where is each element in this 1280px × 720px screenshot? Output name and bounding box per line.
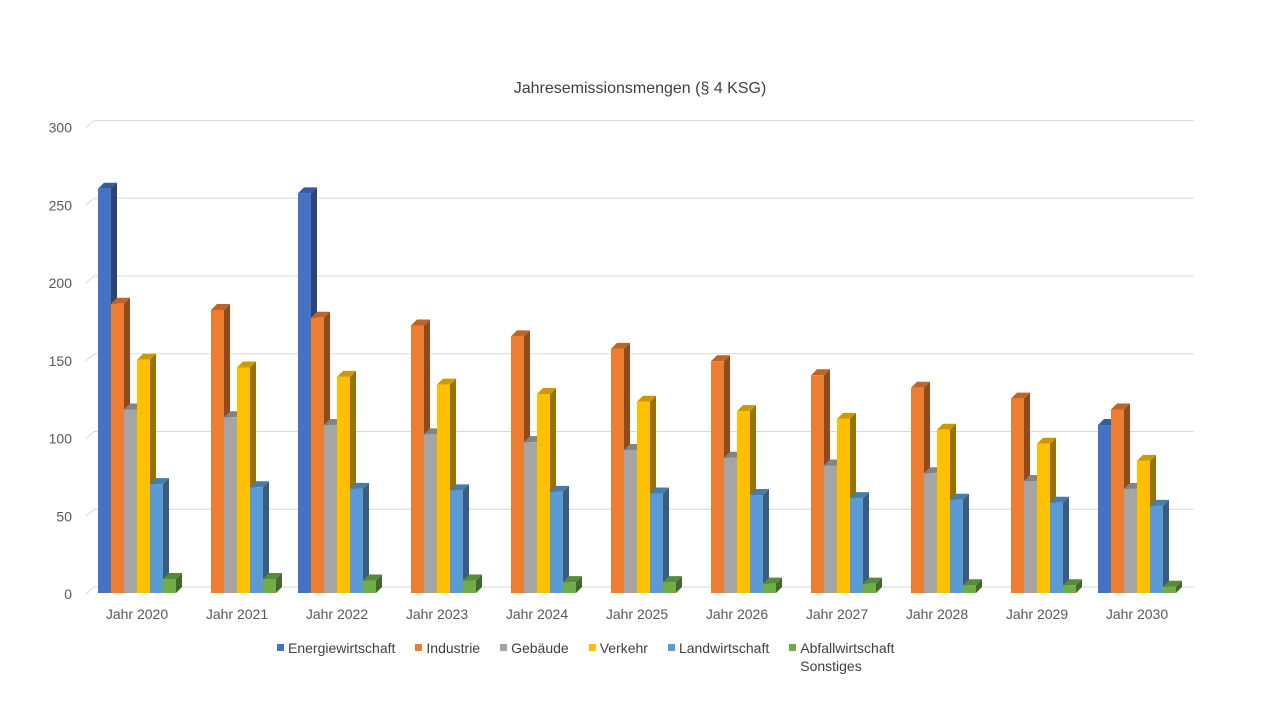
x-tick-label: Jahr 2023	[406, 606, 468, 622]
y-tick-label: 150	[49, 353, 73, 369]
x-tick-label: Jahr 2022	[306, 606, 368, 622]
bar	[263, 579, 276, 593]
bar	[1150, 505, 1163, 593]
bar	[663, 582, 676, 593]
legend-label: Energiewirtschaft	[288, 640, 396, 656]
bar	[637, 401, 650, 593]
bar	[563, 582, 576, 593]
bar	[724, 457, 737, 593]
y-tick-label: 0	[64, 586, 72, 602]
bar	[963, 585, 976, 593]
bar	[837, 418, 850, 593]
y-tick-label: 50	[56, 508, 72, 524]
y-tick-label: 100	[49, 431, 73, 447]
chart-legend: Energiewirtschaft Industrie Gebäude Verkehr…	[277, 639, 914, 675]
bar	[850, 498, 863, 593]
bar	[1024, 481, 1037, 593]
legend-label: Industrie	[426, 640, 481, 656]
bar	[211, 309, 224, 593]
bar	[350, 488, 363, 593]
bar	[424, 434, 437, 593]
bar	[411, 325, 424, 593]
bar	[750, 495, 763, 593]
bar	[463, 580, 476, 593]
bar	[1050, 502, 1063, 593]
x-tick-label: Jahr 2021	[206, 606, 268, 622]
y-tick-label: 300	[49, 120, 73, 136]
x-tick-label: Jahr 2030	[1106, 606, 1168, 622]
chart-title: Jahresemissionsmengen (§ 4 KSG)	[513, 80, 767, 97]
legend-item: Verkehr	[588, 639, 648, 675]
bar	[1098, 425, 1111, 593]
bar	[650, 493, 663, 593]
bar	[511, 336, 524, 593]
bar	[863, 583, 876, 593]
bar	[1111, 409, 1124, 593]
bar	[763, 583, 776, 593]
legend-swatch-icon	[277, 644, 284, 651]
bar	[311, 317, 324, 593]
bar	[824, 465, 837, 593]
x-tick-label: Jahr 2026	[706, 606, 768, 622]
x-tick-label: Jahr 2029	[1006, 606, 1068, 622]
bar	[98, 188, 111, 593]
bar	[337, 376, 350, 593]
bar	[224, 417, 237, 593]
bar	[324, 425, 337, 593]
bar	[1124, 488, 1137, 593]
x-tick-label: Jahr 2025	[606, 606, 668, 622]
bar	[1163, 586, 1176, 593]
legend-label: Abfallwirtschaft Sonstiges	[800, 640, 895, 674]
bar	[524, 442, 537, 593]
legend-label: Landwirtschaft	[678, 640, 770, 656]
bar	[611, 348, 624, 593]
bar	[711, 361, 724, 593]
x-tick-label: Jahr 2028	[906, 606, 968, 622]
bar	[550, 491, 563, 593]
x-tick-label: Jahr 2020	[106, 606, 168, 622]
bar	[737, 411, 750, 593]
legend-swatch-icon	[667, 644, 675, 651]
bar	[111, 303, 124, 593]
bar	[911, 387, 924, 593]
bar	[298, 193, 311, 594]
x-tick-label: Jahr 2027	[806, 606, 868, 622]
bar	[250, 487, 263, 593]
bar	[437, 384, 450, 593]
y-tick-label: 200	[49, 275, 73, 291]
bar	[1137, 460, 1150, 593]
bar	[124, 409, 137, 593]
bar	[450, 490, 463, 593]
bar	[163, 579, 176, 593]
bar	[1037, 443, 1050, 593]
bar	[1011, 398, 1024, 593]
legend-swatch-icon	[588, 644, 596, 651]
legend-swatch-icon	[789, 644, 797, 651]
legend-swatch-icon	[500, 644, 508, 651]
bar	[624, 449, 637, 593]
bar	[937, 429, 950, 593]
bar	[924, 473, 937, 593]
legend-item: Landwirtschaft	[667, 639, 770, 675]
legend-label: Gebäude	[511, 640, 569, 656]
legend-item: Abfallwirtschaft Sonstiges	[789, 639, 894, 675]
bar	[363, 580, 376, 593]
legend-item: Industrie	[415, 639, 480, 675]
bar	[537, 393, 550, 593]
y-tick-label: 250	[49, 197, 73, 213]
bar	[950, 499, 963, 593]
bar	[137, 359, 150, 593]
bar	[1063, 585, 1076, 593]
legend-item: Gebäude	[500, 639, 569, 675]
legend-swatch-icon	[415, 644, 423, 651]
bar	[237, 367, 250, 593]
x-tick-label: Jahr 2024	[506, 606, 568, 622]
bar	[150, 484, 163, 593]
legend-label: Verkehr	[599, 640, 648, 656]
legend-item: Energiewirtschaft	[277, 639, 395, 675]
bar	[811, 375, 824, 593]
